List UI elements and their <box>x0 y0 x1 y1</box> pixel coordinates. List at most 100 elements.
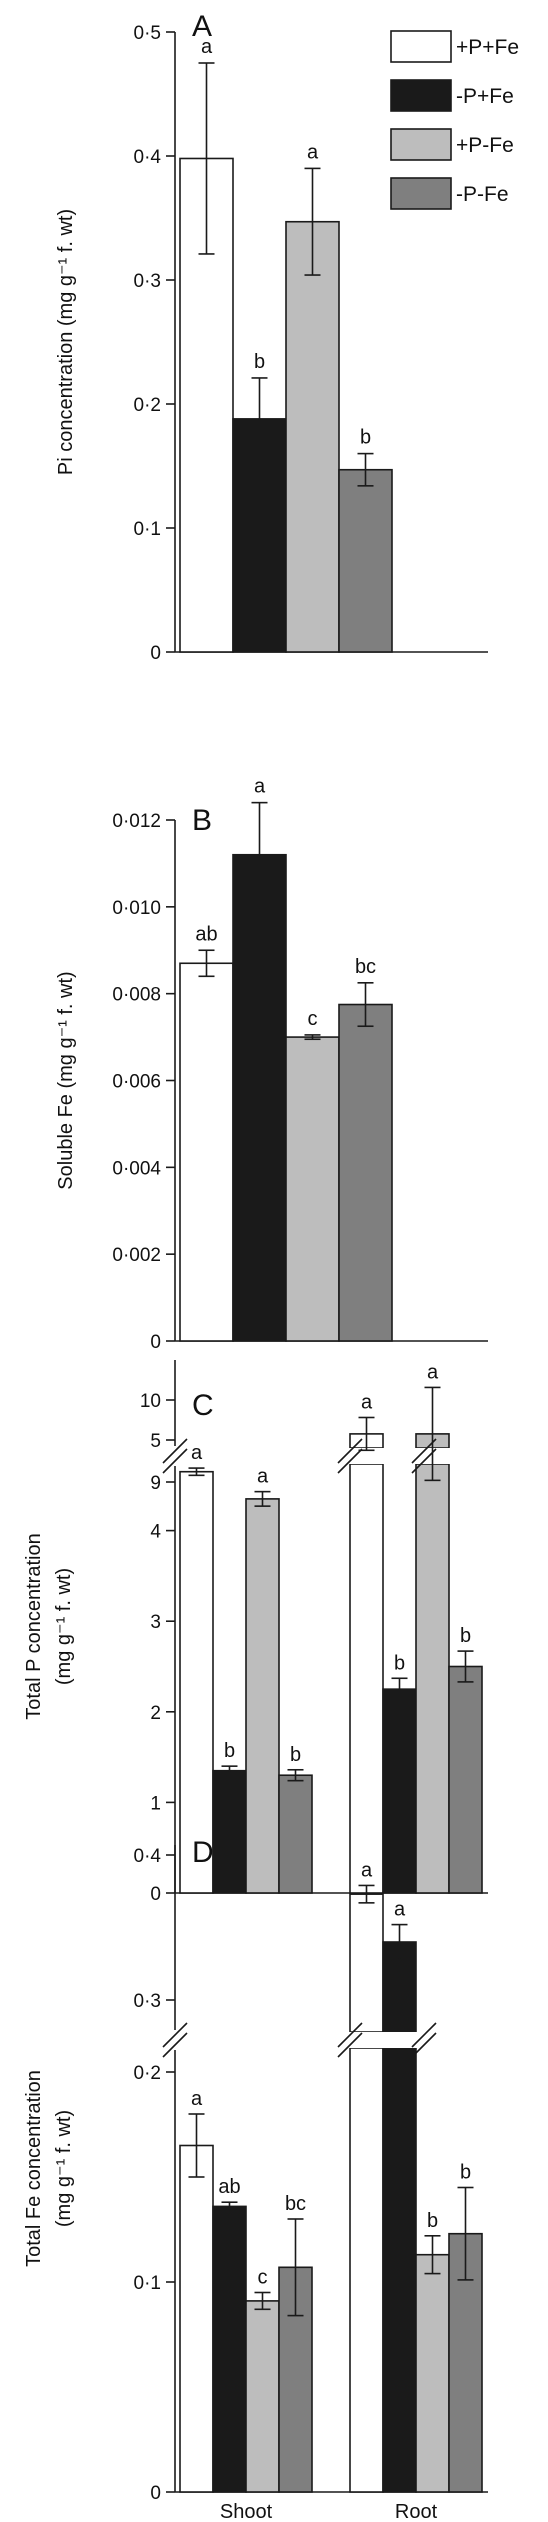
panel-B: 0 0·002 0·004 0·006 0·008 0·010 0·012 Soluble F… <box>55 776 488 1353</box>
y-tick-upper-label: 0·4 <box>134 1846 162 1867</box>
bar <box>179 2144 214 2493</box>
group-1: aa b b <box>337 1859 483 2493</box>
legend-label: -P-Fe <box>456 183 509 206</box>
y-axis-break-stroke-2 <box>162 1438 188 1464</box>
legend-item: -P-Fe <box>390 177 509 210</box>
y-tick-lower-label: 4 <box>150 1522 161 1543</box>
y-axis-label-line-1: Total Fe concentration <box>23 2070 45 2267</box>
panel-C: 0 1 2 3 4 5 9 10 Total P concentration (mg g⁻¹ f.… <box>23 1360 488 1905</box>
bar <box>338 468 393 653</box>
y-tick-lower-label: 0·1 <box>134 2273 161 2294</box>
error-bar <box>287 2218 304 2317</box>
panel-letter: C <box>192 1389 214 1422</box>
y-tick-label: 0·5 <box>134 23 161 44</box>
significance-letter: a <box>201 36 213 58</box>
bar-break-gap <box>381 2032 418 2048</box>
error-bar <box>391 1677 408 1701</box>
bar-lower <box>349 2047 384 2493</box>
error-bar <box>391 1923 408 1961</box>
bar <box>232 853 287 1342</box>
panel-A: 0 0·1 0·2 0·3 0·4 0·5 Pi concentration (mg g⁻¹… <box>55 10 488 664</box>
y-tick-upper-label: 0·3 <box>134 1991 161 2012</box>
panel-letter: A <box>192 10 212 43</box>
panel-letter: B <box>192 804 212 837</box>
y-tick-label: 0·002 <box>112 1245 161 1266</box>
y-axis-label-line-2: (mg g⁻¹ f. wt) <box>53 2110 75 2227</box>
y-tick-upper-label: 9 <box>150 1473 161 1494</box>
bar-break-mark-right-stroke-2 <box>411 2022 437 2048</box>
bar <box>415 2253 450 2493</box>
significance-letter: b <box>360 427 371 449</box>
bar <box>212 2205 247 2493</box>
significance-letter: b <box>394 1652 405 1674</box>
error-bar <box>251 377 268 461</box>
bar-break-gap <box>348 1448 385 1464</box>
bar <box>285 220 340 653</box>
significance-letter: a <box>191 1442 203 1464</box>
error-bar <box>221 2201 238 2212</box>
legend-item: +P+Fe <box>390 30 519 63</box>
y-tick-lower-label: 0·2 <box>134 2063 161 2084</box>
legend-label: +P-Fe <box>456 134 514 157</box>
error-bar <box>304 167 321 276</box>
error-bar <box>304 1034 321 1041</box>
panel-letter: D <box>192 1836 214 1869</box>
legend-swatch <box>390 177 452 210</box>
x-group-label: Root <box>395 2501 438 2522</box>
bar <box>338 1003 393 1342</box>
error-bar <box>457 1650 474 1683</box>
error-bar <box>251 801 268 908</box>
significance-letter: b <box>460 2162 471 2184</box>
legend-swatch <box>390 30 452 63</box>
bar-break-mark-left-stroke-1 <box>337 2032 363 2058</box>
error-bar <box>358 1884 375 1904</box>
bar <box>245 1498 280 1894</box>
y-axis-label-line-1: Total P concentration <box>23 1533 45 1719</box>
y-axis-label: Pi concentration (mg g⁻¹ f. wt) <box>55 209 77 475</box>
y-tick-label: 0·3 <box>134 271 161 292</box>
y-tick-label: 0·2 <box>134 395 161 416</box>
legend: +P+Fe -P+Fe +P-Fe -P-Fe <box>390 30 519 210</box>
panels: 0 0·1 0·2 0·3 0·4 0·5 Pi concentration (mg g⁻¹… <box>23 10 488 2522</box>
legend-item: +P-Fe <box>390 128 514 161</box>
error-bar <box>424 1386 441 1482</box>
bar-lower <box>349 1463 384 1894</box>
error-bar <box>198 62 215 255</box>
legend-label: +P+Fe <box>456 36 519 59</box>
y-tick-label: 0·012 <box>112 811 161 832</box>
significance-letter: a <box>307 141 319 163</box>
error-bar <box>287 1768 304 1782</box>
y-tick-lower-label: 0 <box>150 2483 161 2504</box>
significance-letter: b <box>254 351 265 373</box>
y-tick-label: 0 <box>150 1332 161 1353</box>
error-bar <box>357 452 374 487</box>
significance-letter: a <box>254 776 266 798</box>
panel-D: 0 0·1 0·2 0·3 0·4 Total Fe concentration (mg g… <box>23 1836 488 2522</box>
bar <box>382 1688 417 1894</box>
y-tick-label: 0·008 <box>112 985 161 1006</box>
y-axis-break-stroke-1 <box>162 2032 188 2058</box>
bar-upper <box>349 1893 384 2033</box>
y-tick-lower-label: 0 <box>150 1884 161 1905</box>
significance-letter: c <box>258 2267 268 2289</box>
group-1: a b a b <box>337 1361 483 1894</box>
bar-lower <box>415 1463 450 1894</box>
bar <box>179 1470 214 1894</box>
y-tick-label: 0·004 <box>112 1158 161 1179</box>
legend-label: -P+Fe <box>456 85 514 108</box>
significance-letter: b <box>460 1625 471 1647</box>
legend-item: -P+Fe <box>390 79 514 112</box>
bar-lower <box>382 2047 417 2493</box>
y-tick-lower-label: 1 <box>150 1793 161 1814</box>
y-tick-label: 0·1 <box>134 519 161 540</box>
y-axis-break-stroke-2 <box>162 2022 188 2048</box>
y-tick-upper-label: 10 <box>140 1391 161 1412</box>
bar <box>212 1769 247 1894</box>
y-tick-lower-label: 2 <box>150 1703 161 1724</box>
error-bar <box>457 2186 474 2281</box>
significance-letter: bc <box>285 2193 306 2215</box>
y-tick-lower-label: 5 <box>150 1431 161 1452</box>
significance-letter: ab <box>195 923 217 945</box>
y-tick-label: 0 <box>150 643 161 664</box>
error-bar <box>424 2235 441 2275</box>
